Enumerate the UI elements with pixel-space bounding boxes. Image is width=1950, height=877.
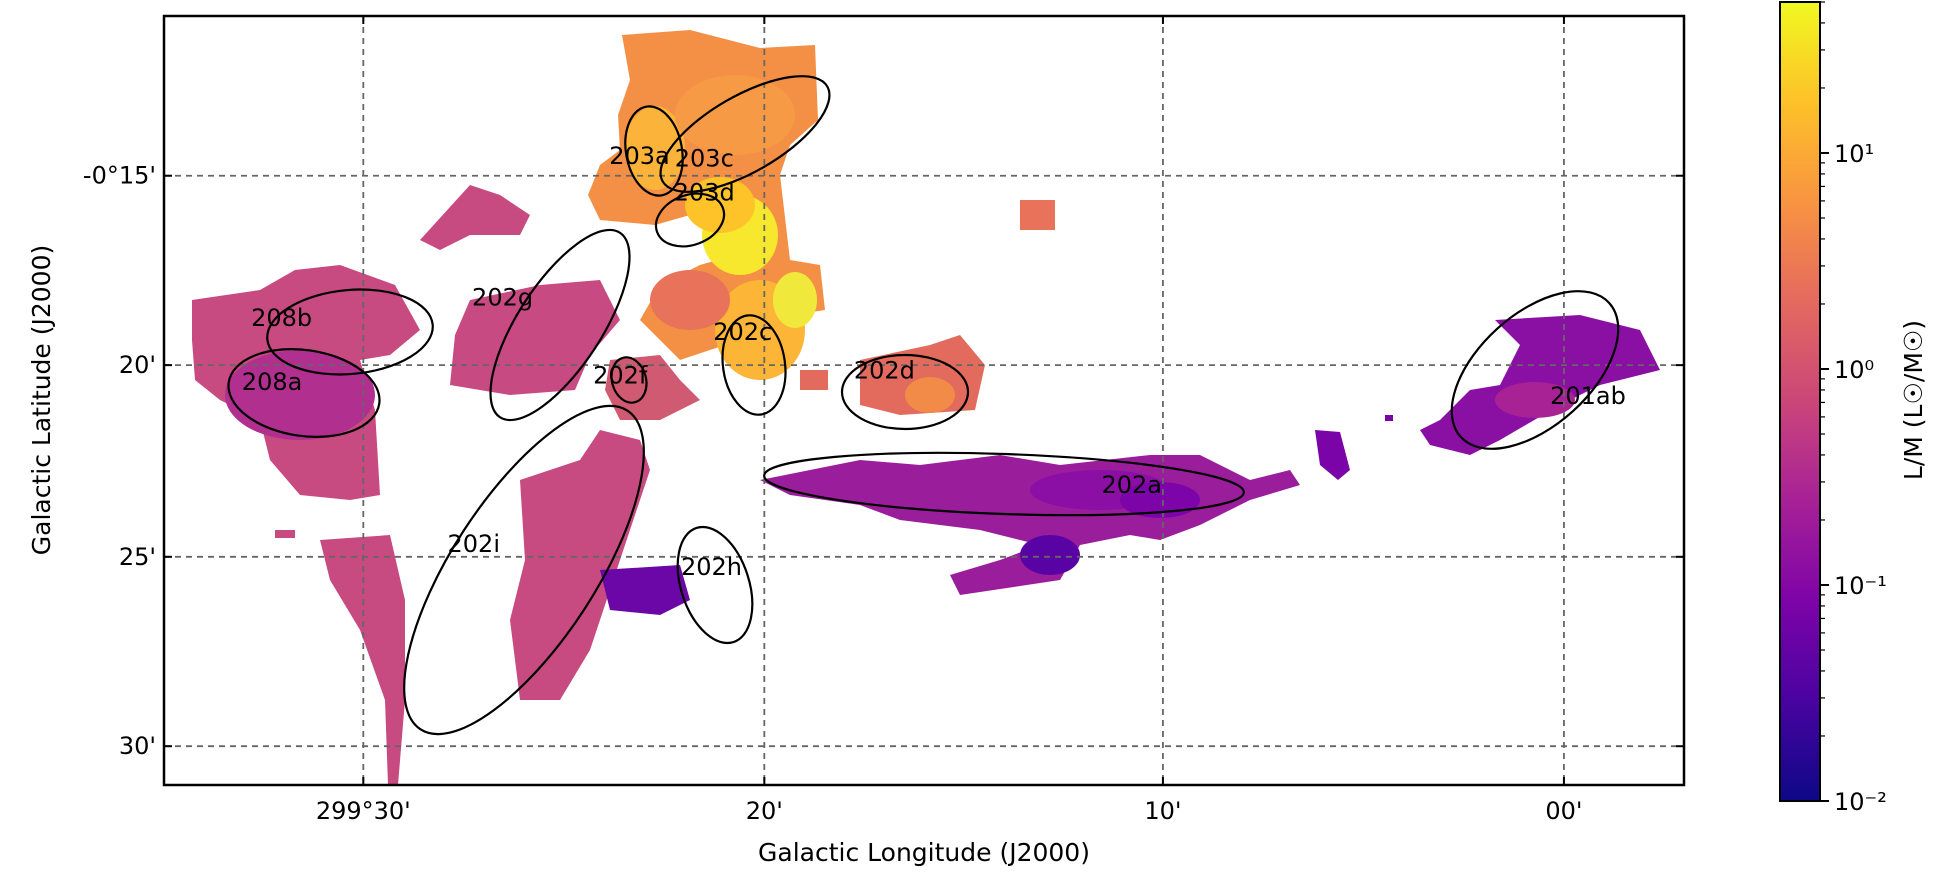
ellipse-202i: [403, 404, 645, 736]
y-tick-label: 25': [119, 543, 156, 571]
x-tick-label: 00': [1545, 797, 1582, 825]
region-label-208b: 208b: [251, 304, 312, 332]
region-labels: 203a 203c 203d 202g 208b 208a 202f 202c 202d 202a…: [242, 142, 1626, 581]
x-axis-label: Galactic Longitude (J2000): [758, 838, 1090, 867]
ellipse-202h: [676, 525, 754, 645]
region-blob-202i: [510, 430, 650, 700]
region-label-203c: 203c: [675, 144, 734, 172]
y-tick-label: 30': [119, 732, 156, 760]
colorbar-ticks: 10¹ 10⁰ 10⁻¹ 10⁻²: [1820, 1, 1887, 816]
region-label-202d: 202d: [854, 357, 915, 385]
region-label-208a: 208a: [242, 368, 303, 396]
region-label-202f: 202f: [593, 361, 648, 389]
y-tick-label: -0°15': [83, 162, 156, 190]
ellipse-202c: [721, 314, 787, 416]
ellipse-202f: [610, 356, 648, 404]
colorbar-label: L/M (L☉/M☉): [1899, 320, 1928, 480]
ellipse-202d: [840, 353, 970, 431]
region-blob-202g: [450, 280, 620, 395]
ellipse-208a: [227, 348, 381, 438]
y-axis-ticks: -0°15' 20' 25' 30': [83, 162, 1684, 760]
ellipse-203d: [654, 192, 726, 248]
x-tick-label: 299°30': [316, 797, 411, 825]
x-tick-label: 20': [746, 797, 783, 825]
ellipse-203a: [624, 105, 684, 197]
region-label-202a: 202a: [1101, 471, 1162, 499]
region-label-203a: 203a: [609, 142, 670, 170]
colorbar-tick-label: 10⁻¹: [1834, 572, 1887, 600]
ellipse-208b: [266, 288, 434, 376]
region-blob-202a: [760, 455, 1300, 595]
colorbar-tick-label: 10⁻²: [1834, 788, 1887, 816]
region-label-202i: 202i: [448, 530, 500, 558]
region-label-202c: 202c: [713, 318, 772, 346]
region-label-203d: 203d: [674, 179, 735, 207]
region-label-201ab: 201ab: [1550, 382, 1626, 410]
x-tick-label: 10': [1144, 797, 1181, 825]
colorbar: [1779, 1, 1821, 802]
grid-lines: [164, 16, 1684, 785]
plot-frame: [162, 14, 1686, 787]
ellipse-201ab: [1450, 290, 1620, 450]
emission-map: [192, 30, 1660, 785]
x-axis-ticks: 299°30' 20' 10' 00': [316, 16, 1583, 825]
y-tick-label: 20': [119, 351, 156, 379]
region-label-202g: 202g: [472, 284, 533, 312]
colorbar-tick-label: 10⁰: [1834, 356, 1874, 384]
region-label-202h: 202h: [681, 553, 742, 581]
colorbar-tick-label: 10¹: [1834, 140, 1874, 168]
ellipse-202a: [763, 451, 1245, 517]
ellipse-202g: [489, 228, 631, 422]
ellipse-203c: [659, 75, 831, 193]
y-axis-label: Galactic Latitude (J2000): [27, 245, 56, 556]
region-ellipses: [227, 75, 1620, 736]
